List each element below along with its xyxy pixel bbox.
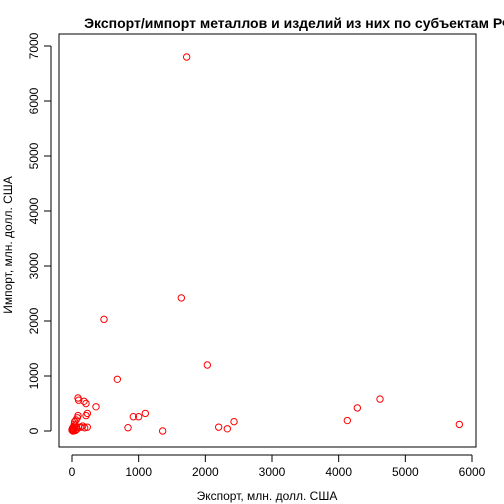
data-point [455, 420, 464, 429]
data-point [230, 417, 238, 426]
y-tick-label: 6000 [27, 87, 41, 114]
y-axis-label: Импорт, млн. долл. США [1, 176, 15, 314]
y-tick-label: 2000 [27, 307, 41, 334]
data-point [353, 404, 362, 412]
chart-title: Экспорт/импорт металлов и изделий из них… [84, 15, 504, 31]
data-point [113, 375, 122, 383]
data-point [68, 424, 77, 432]
data-point [80, 397, 88, 405]
x-axis-label: Экспорт, млн. долл. США [197, 489, 338, 503]
y-tick-label: 3000 [27, 252, 41, 279]
y-tick-label: 5000 [27, 142, 41, 169]
data-point [129, 413, 138, 421]
x-axis: 0 1000 2000 3000 4000 5000 6000 [69, 454, 486, 479]
y-tick-label: 1000 [27, 362, 41, 389]
data-point [376, 395, 384, 403]
y-tick-label: 7000 [27, 32, 41, 59]
data-point [74, 396, 83, 404]
data-point [343, 416, 352, 425]
data-point [134, 413, 143, 421]
data-point [82, 411, 90, 420]
data-point [223, 425, 232, 433]
x-tick-label: 4000 [325, 465, 352, 479]
data-point [158, 427, 167, 435]
data-point [82, 399, 90, 408]
x-tick-label: 3000 [259, 465, 286, 479]
x-tick-label: 1000 [125, 465, 152, 479]
data-point [100, 315, 108, 324]
data-point [177, 294, 186, 302]
data-point [141, 409, 150, 418]
y-tick-label: 0 [27, 427, 41, 434]
x-tick-label: 6000 [459, 465, 486, 479]
plot-frame [58, 33, 477, 448]
data-point [92, 403, 100, 411]
x-tick-label: 2000 [192, 465, 219, 479]
y-axis: 0 1000 2000 3000 4000 5000 6000 7000 [27, 32, 52, 434]
data-point [203, 361, 212, 369]
data-point [72, 425, 81, 434]
data-point [124, 424, 132, 432]
data-point [214, 423, 223, 431]
x-tick-label: 0 [69, 465, 76, 479]
y-tick-label: 4000 [27, 197, 41, 224]
x-tick-label: 5000 [392, 465, 419, 479]
data-point [182, 53, 191, 61]
data-points [68, 53, 464, 435]
